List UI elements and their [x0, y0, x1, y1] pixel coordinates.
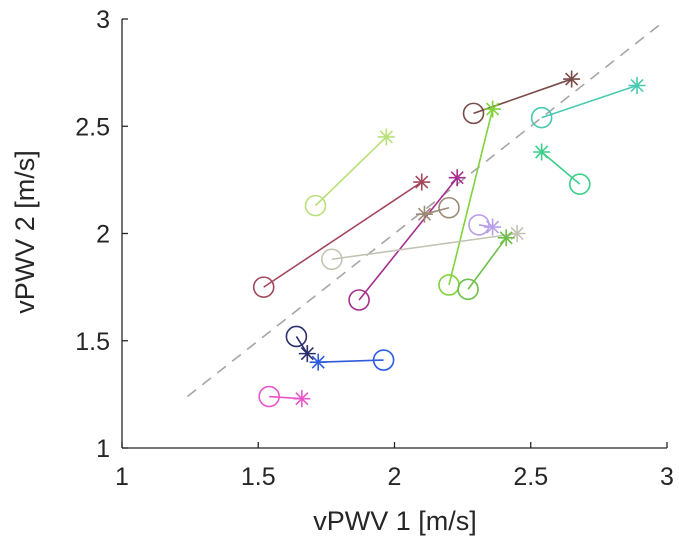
asterisk-marker — [448, 169, 466, 187]
asterisk-stroke — [379, 130, 393, 144]
data-pair — [304, 128, 395, 217]
data-pair — [258, 385, 311, 408]
identity-line-layer — [186, 24, 660, 398]
data-pair — [462, 70, 581, 125]
pair-connector-line — [263, 181, 423, 288]
asterisk-marker — [484, 218, 502, 236]
pair-connector-line — [448, 108, 494, 286]
asterisk-stroke — [417, 207, 432, 221]
asterisk-stroke — [415, 175, 429, 189]
circle-marker — [258, 385, 280, 408]
asterisk-stroke — [486, 102, 500, 116]
circle-marker — [348, 289, 370, 311]
asterisk-stroke — [295, 392, 309, 406]
pair-connector-line — [318, 359, 384, 363]
x-tick-label: 1 — [115, 463, 129, 491]
pair-connector-line — [424, 206, 450, 215]
asterisk-marker — [497, 229, 515, 247]
circle-marker — [468, 214, 490, 236]
circle-marker — [438, 196, 460, 219]
y-tick-labels: 1 1.5 2 2.5 3 — [75, 6, 110, 463]
data-pair — [438, 100, 502, 296]
asterisk-stroke — [630, 78, 644, 93]
asterisk-marker — [293, 390, 311, 408]
asterisk-marker — [415, 205, 433, 223]
x-tick-label: 2.5 — [513, 463, 548, 491]
x-tick-label: 2 — [388, 463, 402, 491]
data-pair — [415, 196, 460, 223]
pairs-layer — [252, 70, 646, 408]
x-tick-labels: 1 1.5 2 2.5 3 — [115, 463, 674, 491]
pair-connector-line — [473, 78, 572, 115]
asterisk-marker — [484, 100, 502, 118]
asterisk-marker — [309, 353, 327, 371]
asterisk-marker — [628, 76, 646, 94]
asterisk-marker — [413, 173, 431, 191]
asterisk-stroke — [311, 355, 325, 369]
circle-marker — [457, 278, 479, 301]
y-tick-label: 2 — [96, 221, 110, 249]
data-pair — [457, 229, 515, 301]
x-tick-label: 3 — [660, 463, 674, 491]
data-pair — [252, 173, 431, 298]
data-pair — [468, 214, 502, 236]
asterisk-stroke — [499, 231, 513, 245]
asterisk-stroke — [450, 171, 464, 185]
pair-connector-line — [358, 177, 458, 301]
y-tick-label: 1 — [96, 435, 110, 463]
asterisk-marker — [298, 345, 316, 363]
asterisk-stroke — [565, 72, 579, 86]
circle-marker — [568, 173, 591, 195]
y-tick-label: 3 — [96, 6, 110, 34]
asterisk-marker — [533, 143, 551, 161]
circle-marker — [252, 276, 275, 298]
y-tick-label: 1.5 — [75, 328, 110, 356]
asterisk-marker — [377, 128, 395, 146]
asterisk-stroke — [486, 220, 500, 234]
data-pair — [285, 325, 316, 363]
y-tick-label: 2.5 — [75, 113, 110, 141]
circle-marker — [304, 194, 327, 217]
data-pair — [321, 225, 526, 271]
asterisk-stroke — [535, 145, 549, 159]
circle-marker — [372, 349, 395, 371]
axes-layer — [121, 18, 668, 449]
circle-marker — [530, 106, 553, 129]
identity-line — [186, 24, 660, 398]
x-tick-label: 1.5 — [241, 463, 276, 491]
circle-marker — [285, 325, 308, 348]
pair-connector-line — [314, 136, 387, 207]
data-pair — [530, 76, 646, 129]
pair-connector-line — [541, 84, 638, 119]
x-axis-title: vPWV 1 [m/s] — [313, 506, 477, 536]
circle-marker — [462, 102, 485, 125]
data-pair — [533, 143, 591, 195]
asterisk-stroke — [300, 347, 314, 361]
pair-connector-line — [331, 232, 518, 261]
data-pair — [348, 169, 466, 311]
asterisk-marker — [563, 70, 581, 88]
y-axis-title: vPWV 2 [m/s] — [10, 150, 40, 314]
circle-marker — [321, 248, 343, 271]
data-pair — [309, 349, 395, 371]
